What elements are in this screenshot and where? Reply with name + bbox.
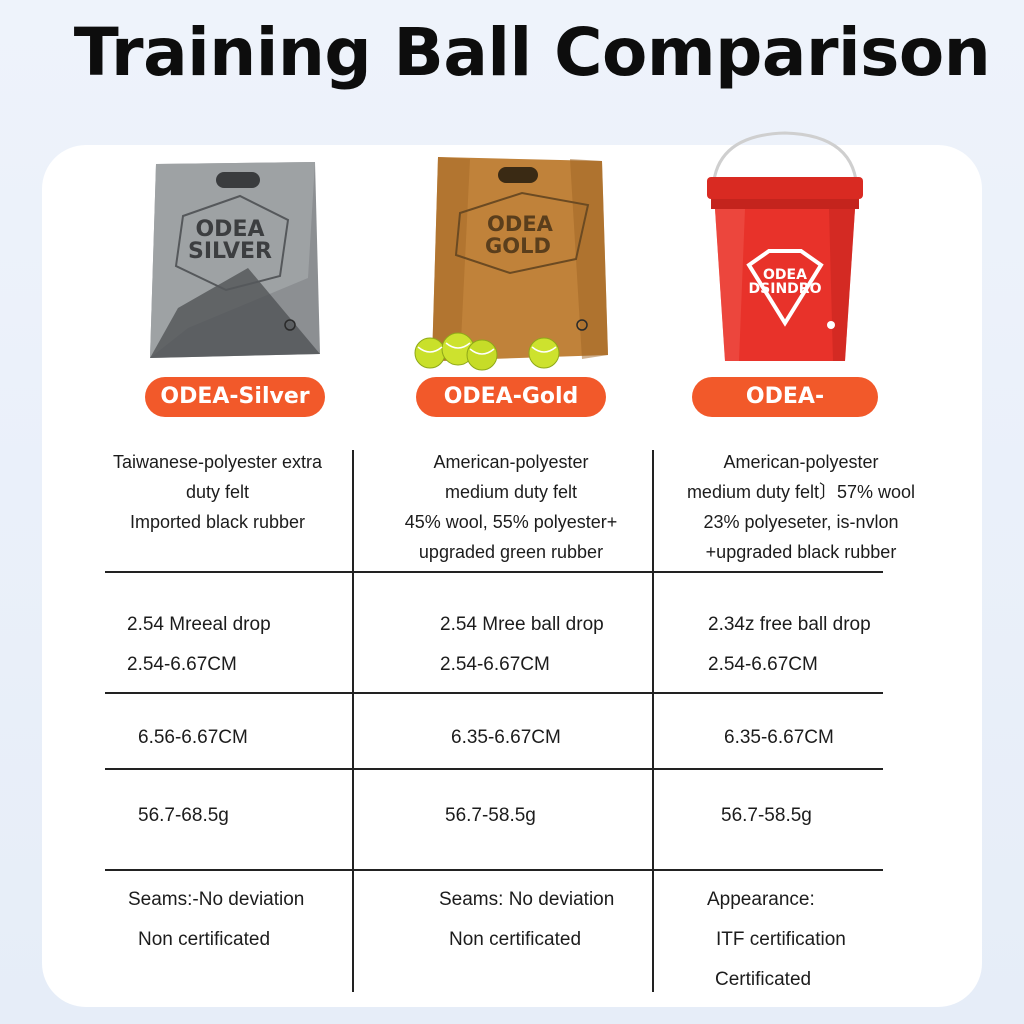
silver-certification: Seams:-No deviation Non certificated [128,880,304,960]
table-cell-line: Non certificated [449,929,582,950]
table-cell-line: 23% polyeseter, is-nvlon [703,512,899,532]
bucket-label-1: ODEA [763,267,807,283]
gold-size: 6.35-6.67CM [451,727,561,748]
row-divider-3 [105,768,883,770]
gold-weight: 56.7-58.5g [445,805,536,826]
table-cell-line: medium duty felt〕57% wool [686,482,916,502]
tennis-balls [414,332,560,371]
silver-bag-label-1: ODEA [195,217,264,242]
column-divider-2 [652,450,654,992]
table-cell-line: ITF certification [716,929,846,950]
table-cell-line: duty felt [185,482,250,502]
column-divider-1 [352,450,354,992]
table-cell-line: 2.54-6.67CM [127,654,237,675]
table-cell-line: medium duty felt [444,482,578,502]
badge-odea-silver: ODEA-Silver [145,377,325,417]
gold-bag-image: ODEA GOLD [414,157,608,371]
table-cell-line: 2.54 Mreeal drop [127,614,271,635]
table-cell-line: Non certificated [138,929,271,950]
gold-bag-label-1: ODEA [487,212,554,236]
table-cell-line: 2.54-6.67CM [708,654,818,675]
diamond-certification: Appearance: ITF certification Certificat… [707,880,846,1000]
diamond-size: 6.35-6.67CM [724,727,834,748]
table-cell-line: Taiwanese-polyester extra [112,452,323,472]
page-title: Training Ball Comparison [73,14,991,91]
silver-bounce: 2.54 Mreeal drop 2.54-6.67CM [127,605,271,685]
row-divider-1 [105,571,883,573]
gold-bounce: 2.54 Mree ball drop 2.54-6.67CM [440,605,604,685]
table-cell-line: upgraded green rubber [418,542,604,562]
table-cell-line: 2.54 Mree ball drop [440,614,604,635]
silver-bag-image: ODEA SILVER [150,162,320,358]
row-divider-4 [105,869,883,871]
badge-odea-diamond: ODEA-Diamond [692,377,878,449]
silver-size: 6.56-6.67CM [138,727,248,748]
diamond-weight: 56.7-58.5g [721,805,812,826]
gold-certification: Seams: No deviation Non certificated [439,880,614,960]
badge-odea-gold: ODEA-Gold [416,377,606,417]
diamond-material: American-polyester medium duty felt〕57% … [672,447,930,567]
gold-bag-label-2: GOLD [485,234,551,258]
silver-bag-label-2: SILVER [188,239,272,264]
table-cell-line: +upgraded black rubber [705,542,897,562]
row-divider-2 [105,692,883,694]
table-cell-line: 45% wool, 55% polyester+ [404,512,618,532]
silver-material: Taiwanese-polyester extra duty felt Impo… [105,447,330,537]
table-cell-line: American-polyester [433,452,589,472]
table-cell-line: Imported black rubber [129,512,306,532]
silver-weight: 56.7-68.5g [138,805,229,826]
table-cell-line: Appearance: [707,889,815,910]
gold-material: American-polyester medium duty felt 45% … [372,447,650,567]
diamond-bucket-image: ODEA DSINDRO [707,131,863,361]
diamond-bounce: 2.34z free ball drop 2.54-6.67CM [708,605,871,685]
table-cell-line: American-polyester [723,452,879,472]
table-cell-line: 2.54-6.67CM [440,654,550,675]
table-cell-line: Seams:-No deviation [128,889,305,910]
table-cell-line: 2.34z free ball drop [708,614,871,635]
table-cell-line: Seams: No deviation [439,889,615,910]
table-cell-line: Certificated [715,969,812,990]
bucket-label-2: DSINDRO [749,281,822,297]
